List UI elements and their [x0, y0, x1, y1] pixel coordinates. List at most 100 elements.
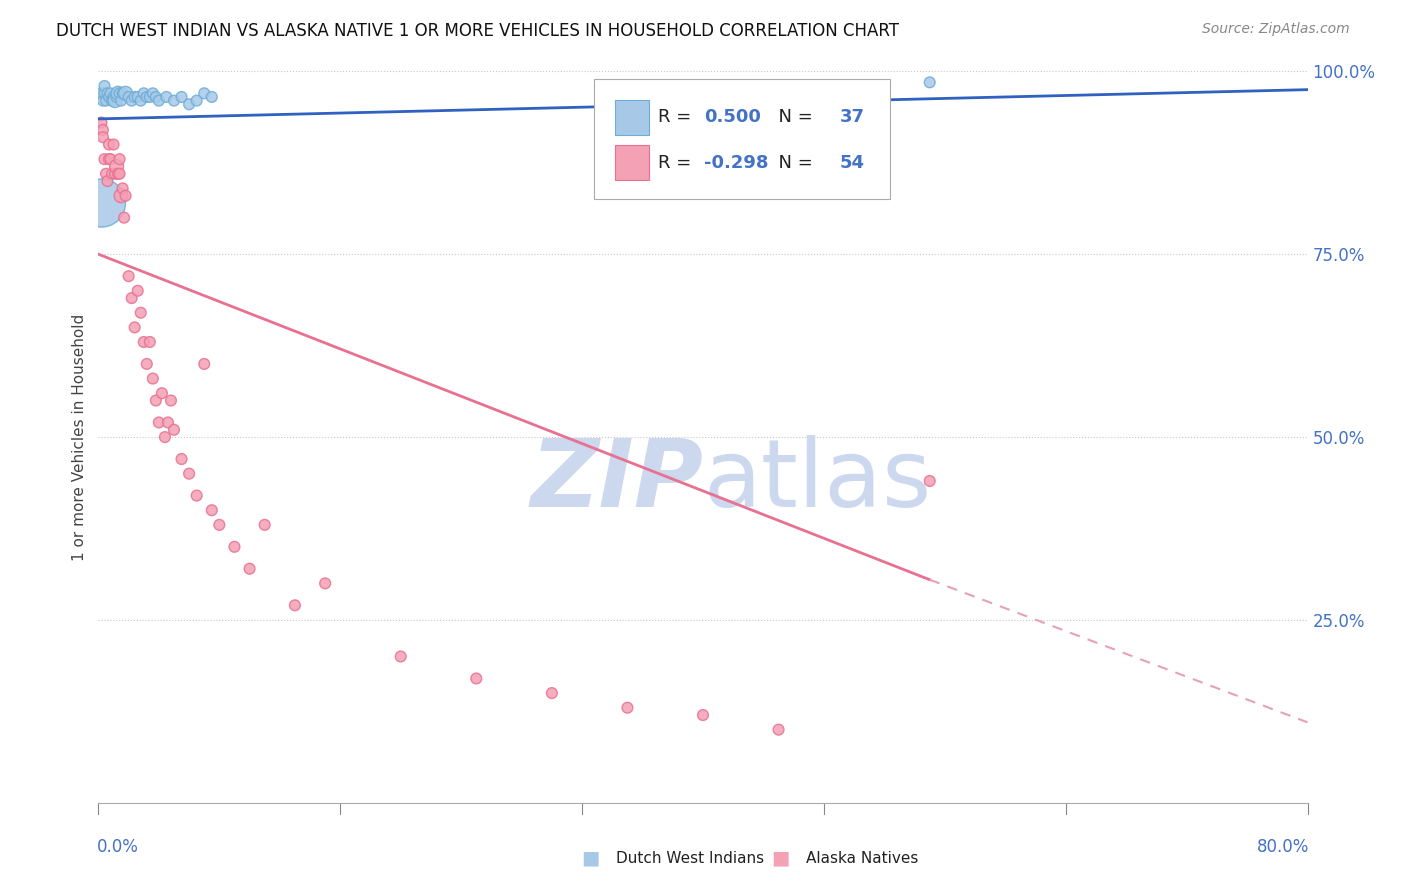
Point	[90, 196, 112, 211]
Point	[163, 423, 186, 437]
Point	[91, 130, 114, 145]
Text: N =: N =	[768, 109, 818, 127]
Point	[129, 94, 152, 108]
Text: 37: 37	[839, 109, 865, 127]
Text: ZIP: ZIP	[530, 435, 703, 527]
Point	[104, 167, 127, 181]
Point	[124, 320, 146, 334]
Text: 0.0%: 0.0%	[97, 838, 139, 855]
Point	[100, 152, 122, 166]
Point	[111, 181, 134, 195]
Point	[179, 467, 201, 481]
Point	[156, 416, 179, 430]
Point	[139, 90, 162, 104]
Point	[112, 211, 135, 225]
Point	[108, 87, 131, 101]
Point	[208, 517, 231, 532]
Point	[142, 87, 165, 101]
Point	[96, 87, 118, 101]
Point	[94, 167, 117, 181]
Point	[103, 90, 125, 104]
Point	[918, 474, 941, 488]
Point	[107, 167, 129, 181]
Point	[129, 306, 152, 320]
Point	[107, 87, 129, 101]
Text: Alaska Natives: Alaska Natives	[806, 851, 918, 865]
Point	[692, 708, 714, 723]
Point	[193, 87, 215, 101]
Point	[135, 90, 157, 104]
Bar	[614, 145, 648, 180]
Point	[145, 90, 167, 104]
Point	[132, 334, 155, 349]
Point	[121, 291, 143, 305]
Point	[93, 152, 115, 166]
Point	[91, 94, 114, 108]
Point	[153, 430, 176, 444]
Text: DUTCH WEST INDIAN VS ALASKA NATIVE 1 OR MORE VEHICLES IN HOUSEHOLD CORRELATION C: DUTCH WEST INDIAN VS ALASKA NATIVE 1 OR …	[56, 22, 900, 40]
Point	[616, 700, 638, 714]
Point	[108, 152, 131, 166]
Point	[160, 393, 183, 408]
Point	[90, 115, 112, 129]
Point	[110, 188, 132, 202]
Point	[170, 452, 193, 467]
Text: atlas: atlas	[703, 435, 931, 527]
Point	[114, 87, 136, 101]
FancyBboxPatch shape	[595, 78, 890, 200]
Point	[94, 94, 117, 108]
Text: 0.500: 0.500	[704, 109, 761, 127]
Point	[93, 87, 115, 101]
Point	[127, 90, 149, 104]
Point	[163, 94, 186, 108]
Y-axis label: 1 or more Vehicles in Household: 1 or more Vehicles in Household	[72, 313, 87, 561]
Point	[114, 188, 136, 202]
Text: 80.0%: 80.0%	[1257, 838, 1309, 855]
Text: R =: R =	[658, 109, 697, 127]
Point	[135, 357, 157, 371]
Point	[91, 123, 114, 137]
Point	[170, 90, 193, 104]
Point	[224, 540, 246, 554]
Point	[132, 87, 155, 101]
Text: Source: ZipAtlas.com: Source: ZipAtlas.com	[1202, 22, 1350, 37]
Point	[179, 97, 201, 112]
Point	[101, 94, 124, 108]
Point	[124, 90, 146, 104]
Point	[108, 167, 131, 181]
Point	[465, 672, 488, 686]
Point	[148, 416, 170, 430]
Bar	[614, 100, 648, 135]
Point	[918, 75, 941, 89]
Point	[98, 90, 121, 104]
Point	[142, 371, 165, 385]
Text: R =: R =	[658, 153, 697, 172]
Point	[201, 503, 224, 517]
Text: Dutch West Indians: Dutch West Indians	[616, 851, 763, 865]
Point	[96, 174, 118, 188]
Point	[98, 152, 121, 166]
Point	[148, 94, 170, 108]
Point	[145, 393, 167, 408]
Point	[193, 357, 215, 371]
Point	[389, 649, 412, 664]
Point	[104, 94, 127, 108]
Point	[186, 94, 208, 108]
Text: -0.298: -0.298	[704, 153, 769, 172]
Point	[110, 94, 132, 108]
Point	[284, 599, 307, 613]
Point	[118, 90, 141, 104]
Point	[93, 78, 115, 93]
Point	[239, 562, 262, 576]
Point	[201, 90, 224, 104]
Point	[186, 489, 208, 503]
Point	[127, 284, 149, 298]
Text: ■: ■	[770, 848, 790, 868]
Point	[100, 87, 122, 101]
Point	[105, 90, 128, 104]
Point	[98, 137, 121, 152]
Point	[540, 686, 562, 700]
Point	[105, 160, 128, 174]
Point	[90, 87, 112, 101]
Point	[150, 386, 173, 401]
